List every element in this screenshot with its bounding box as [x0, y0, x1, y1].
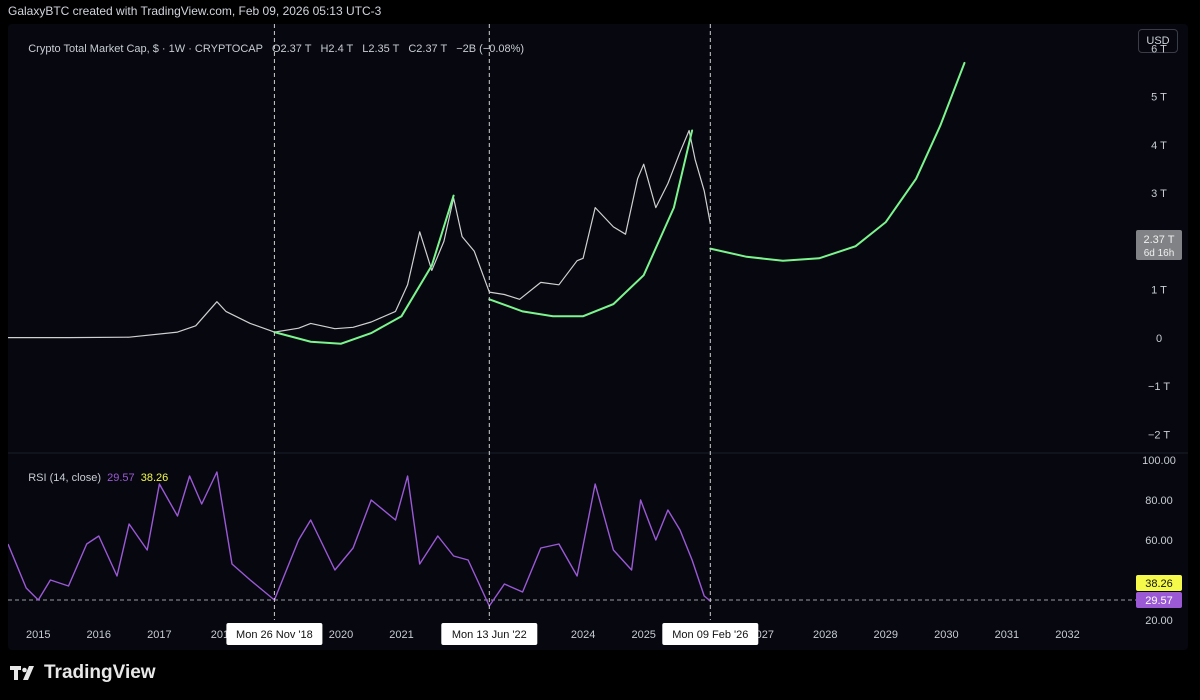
- rsi-tick-label: 80.00: [1145, 495, 1173, 507]
- price-layer: [8, 129, 711, 339]
- rsi-line: [8, 471, 711, 607]
- time-tick-label: 2017: [147, 629, 171, 641]
- chart-attribution: GalaxyBTC created with TradingView.com, …: [8, 4, 382, 18]
- crosshair-date-label: Mon 09 Feb '26: [672, 629, 748, 641]
- time-tick-label: 2032: [1055, 629, 1079, 641]
- time-tick-label: 2015: [26, 629, 50, 641]
- price-badge: 2.37 T 6d 16h: [1136, 230, 1182, 260]
- price-tick-label: 3 T: [1151, 188, 1167, 200]
- time-tick-label: 2025: [631, 629, 655, 641]
- price-y-axis: 6 T 5 T 4 T 3 T 1 T 0 −1 T −2 T: [1148, 44, 1170, 442]
- time-tick-label: 2021: [389, 629, 413, 641]
- rsi-ma-value: 38.26: [140, 472, 169, 484]
- rsi-tick-label: 100.00: [1142, 455, 1176, 467]
- tradingview-brand: TradingView: [44, 662, 156, 683]
- ohlc-values: O2.37 T H2.4 T L2.35 T C2.37 T −2B (−0.0…: [271, 43, 525, 55]
- symbol-label: Crypto Total Market Cap, $ · 1W · CRYPTO…: [28, 43, 263, 55]
- currency-button[interactable]: USD: [1138, 29, 1178, 53]
- rsi-tick-label: 60.00: [1145, 535, 1173, 547]
- crosshair-date-label: Mon 26 Nov '18: [236, 629, 313, 641]
- time-tick-label: 027: [756, 629, 774, 641]
- main-legend[interactable]: Crypto Total Market Cap, $ · 1W · CRYPTO…: [16, 31, 524, 67]
- crosshair-date-box: [441, 623, 538, 645]
- time-axis: 2015201620172012012020202120242025027202…: [26, 629, 1080, 641]
- price-tick-label: −1 T: [1148, 381, 1170, 393]
- cycle-curve: [488, 129, 694, 318]
- price-tick-label: 6 T: [1151, 44, 1167, 56]
- cycle-curve: [273, 194, 455, 345]
- price-tick-label: −2 T: [1148, 429, 1170, 441]
- rsi-y-axis: 100.00 80.00 60.00 20.00: [1142, 455, 1176, 627]
- rsi-legend[interactable]: RSI (14, close) 29.57 38.26: [16, 460, 168, 496]
- price-tick-label: 4 T: [1151, 140, 1167, 152]
- tradingview-logo[interactable]: TradingView: [10, 662, 156, 684]
- time-tick-label: 2020: [329, 629, 353, 641]
- time-tick-label: 2029: [874, 629, 898, 641]
- rsi-tick-label: 20.00: [1145, 615, 1173, 627]
- time-tick-label: 2024: [571, 629, 595, 641]
- crosshair-date-box: [226, 623, 323, 645]
- cycle-curve: [709, 61, 966, 262]
- svg-text:38.26: 38.26: [1145, 578, 1173, 590]
- price-tick-label: 0: [1156, 333, 1162, 345]
- time-tick-label: 2028: [813, 629, 837, 641]
- chart-svg: 6 T 5 T 4 T 3 T 1 T 0 −1 T −2 T 100.00 80.00 60.0…: [8, 24, 1188, 645]
- rsi-badge: 29.57: [1136, 592, 1182, 608]
- time-tick-label: 2016: [87, 629, 111, 641]
- rsi-ma-badge: 38.26: [1136, 575, 1182, 591]
- time-tick-label: 2030: [934, 629, 958, 641]
- price-tick-label: 5 T: [1151, 92, 1167, 104]
- market-cap-line: [8, 129, 711, 339]
- rsi-label: RSI (14, close): [28, 472, 101, 484]
- crosshair-layer: Mon 26 Nov '18 Mon 13 Jun '22 Mon 09 Feb '…: [226, 24, 759, 645]
- price-badge-value: 2.37 T: [1144, 234, 1175, 246]
- price-badge-countdown: 6d 16h: [1144, 248, 1175, 259]
- svg-text:29.57: 29.57: [1145, 595, 1173, 607]
- rsi-layer: [8, 471, 1136, 607]
- time-tick-label: 2031: [995, 629, 1019, 641]
- tradingview-logo-icon: [10, 666, 34, 680]
- price-tick-label: 1 T: [1151, 285, 1167, 297]
- crosshair-date-box: [662, 623, 759, 645]
- chart-panel[interactable]: Crypto Total Market Cap, $ · 1W · CRYPTO…: [8, 24, 1188, 650]
- crosshair-date-label: Mon 13 Jun '22: [452, 629, 527, 641]
- rsi-value: 29.57: [107, 472, 135, 484]
- cycle-curve-layer: [273, 61, 966, 345]
- time-tick-label: 201: [211, 629, 229, 641]
